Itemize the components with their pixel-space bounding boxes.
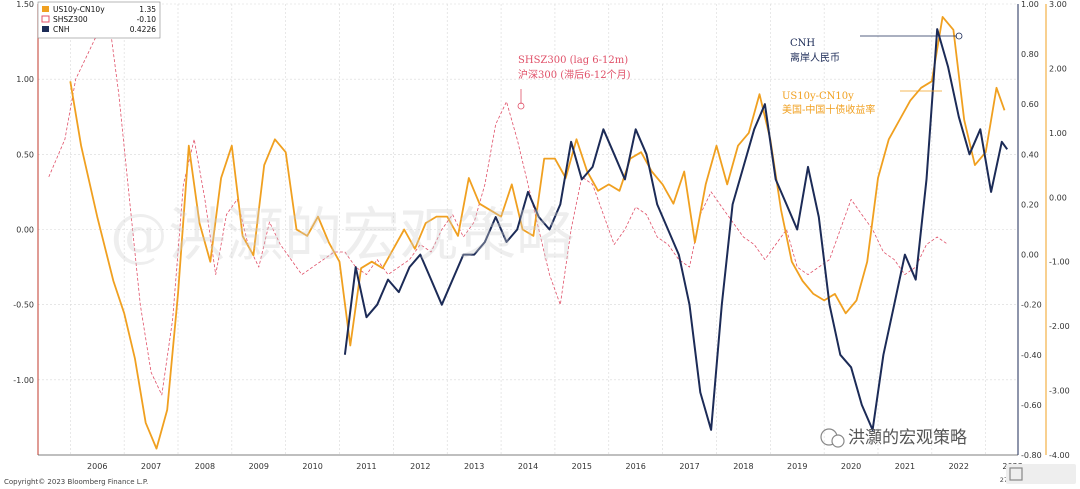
y-left-tick-label: 1.00 [16,75,34,84]
annotation-shsz300-cn: 沪深300 (滞后6-12个月) [518,68,631,81]
brand-badge [1006,464,1076,484]
y-left-tick-label: 0.00 [16,226,34,235]
legend-value-cnh: 0.4226 [130,25,156,34]
wechat-icon-bubble [831,434,845,448]
y-right-outer-tick-label: 0.00 [1049,193,1067,202]
annotation-us10y-en: US10y-CN10y [782,91,854,102]
x-tick-label: 2008 [195,462,215,471]
annotation-cnh-cn: 离岸人民币 [790,51,840,64]
x-tick-label: 2021 [895,462,915,471]
annotations: SHSZ300 (lag 6-12m) 沪深300 (滞后6-12个月) CNH… [517,32,963,116]
legend-label-us10y: US10y-CN10y [53,5,105,14]
y-right-outer-tick-label: -3.00 [1049,387,1070,396]
x-tick-label: 2013 [464,462,484,471]
legend-value-us10y: 1.35 [139,5,156,14]
y-right-outer-tick-label: -1.00 [1049,258,1070,267]
y-right-inner-tick-label: 0.60 [1021,100,1039,109]
copyright-text: Copyright© 2023 Bloomberg Finance L.P. [4,478,148,486]
y-right-outer-tick-label: 1.00 [1049,129,1067,138]
watermark: @洪灝的宏观策略 [110,201,574,269]
x-tick-label: 2015 [572,462,592,471]
wechat-account-name: 洪灝的宏观策略 [848,428,967,448]
series-line-us10y-cn10y [69,15,1006,450]
series-group [48,11,1009,450]
legend-swatch-cnh [42,26,49,32]
x-tick-label: 2016 [626,462,646,471]
y-right-inner-tick-label: 0.40 [1021,150,1039,159]
legend-swatch-shsz300 [41,15,50,23]
y-right-inner-tick-label: 1.00 [1021,0,1039,9]
annotation-marker-shsz300 [517,102,525,110]
annotation-us10y-cn: 美国-中国十债收益率 [782,103,875,116]
x-tick-label: 2014 [518,462,538,471]
legend-box [37,1,161,39]
annotation-marker-cnh [955,32,963,40]
y-right-inner-tick-label: -0.60 [1021,401,1042,410]
x-tick-label: 2017 [679,462,699,471]
y-right-outer-tick-label: 2.00 [1049,64,1067,73]
x-tick-label: 2022 [949,462,969,471]
y-right-outer-tick-label: -2.00 [1049,322,1070,331]
x-tick-label: 2018 [733,462,753,471]
x-tick-label: 2011 [356,462,376,471]
y-right-outer-tick-label: 3.00 [1049,0,1067,9]
y-left-tick-label: -0.50 [13,301,34,310]
legend: US10y-CN10y 1.35 SHSZ300 -0.10 CNH 0.422… [37,1,161,39]
y-left-tick-label: 1.50 [16,0,34,9]
y-right-inner-tick-label: 0.00 [1021,251,1039,260]
x-tick-label: 2020 [841,462,861,471]
annotation-shsz300-en: SHSZ300 (lag 6-12m) [518,55,628,66]
x-tick-label: 2007 [141,462,161,471]
x-tick-label: 2009 [249,462,269,471]
x-tick-label: 2010 [302,462,322,471]
y-right-inner-tick-label: -0.40 [1021,351,1042,360]
x-tick-label: 2019 [787,462,807,471]
y-right-outer-tick-label: -4.00 [1049,451,1070,460]
y-right-inner-tick-label: -0.80 [1021,451,1042,460]
legend-label-cnh: CNH [53,25,70,34]
y-left-tick-label: -1.00 [13,376,34,385]
series-line-cnh [343,28,1009,431]
annotation-cnh-en: CNH [790,38,815,49]
wechat-badge: 洪灝的宏观策略 [820,428,967,448]
legend-value-shsz300: -0.10 [137,15,157,24]
y-right-inner-tick-label: 0.80 [1021,50,1039,59]
x-tick-label: 2006 [87,462,107,471]
brand-logo-icon [1009,467,1023,481]
legend-swatch-us10y [42,6,49,12]
y-right-inner-tick-label: 0.20 [1021,200,1039,209]
x-tick-label: 2012 [410,462,430,471]
y-left-tick-label: 0.50 [16,150,34,159]
brand-badge-box [1006,464,1076,484]
y-right-inner-tick-label: -0.20 [1021,301,1042,310]
legend-label-shsz300: SHSZ300 [53,15,88,24]
series-line-shsz300 [48,11,949,396]
